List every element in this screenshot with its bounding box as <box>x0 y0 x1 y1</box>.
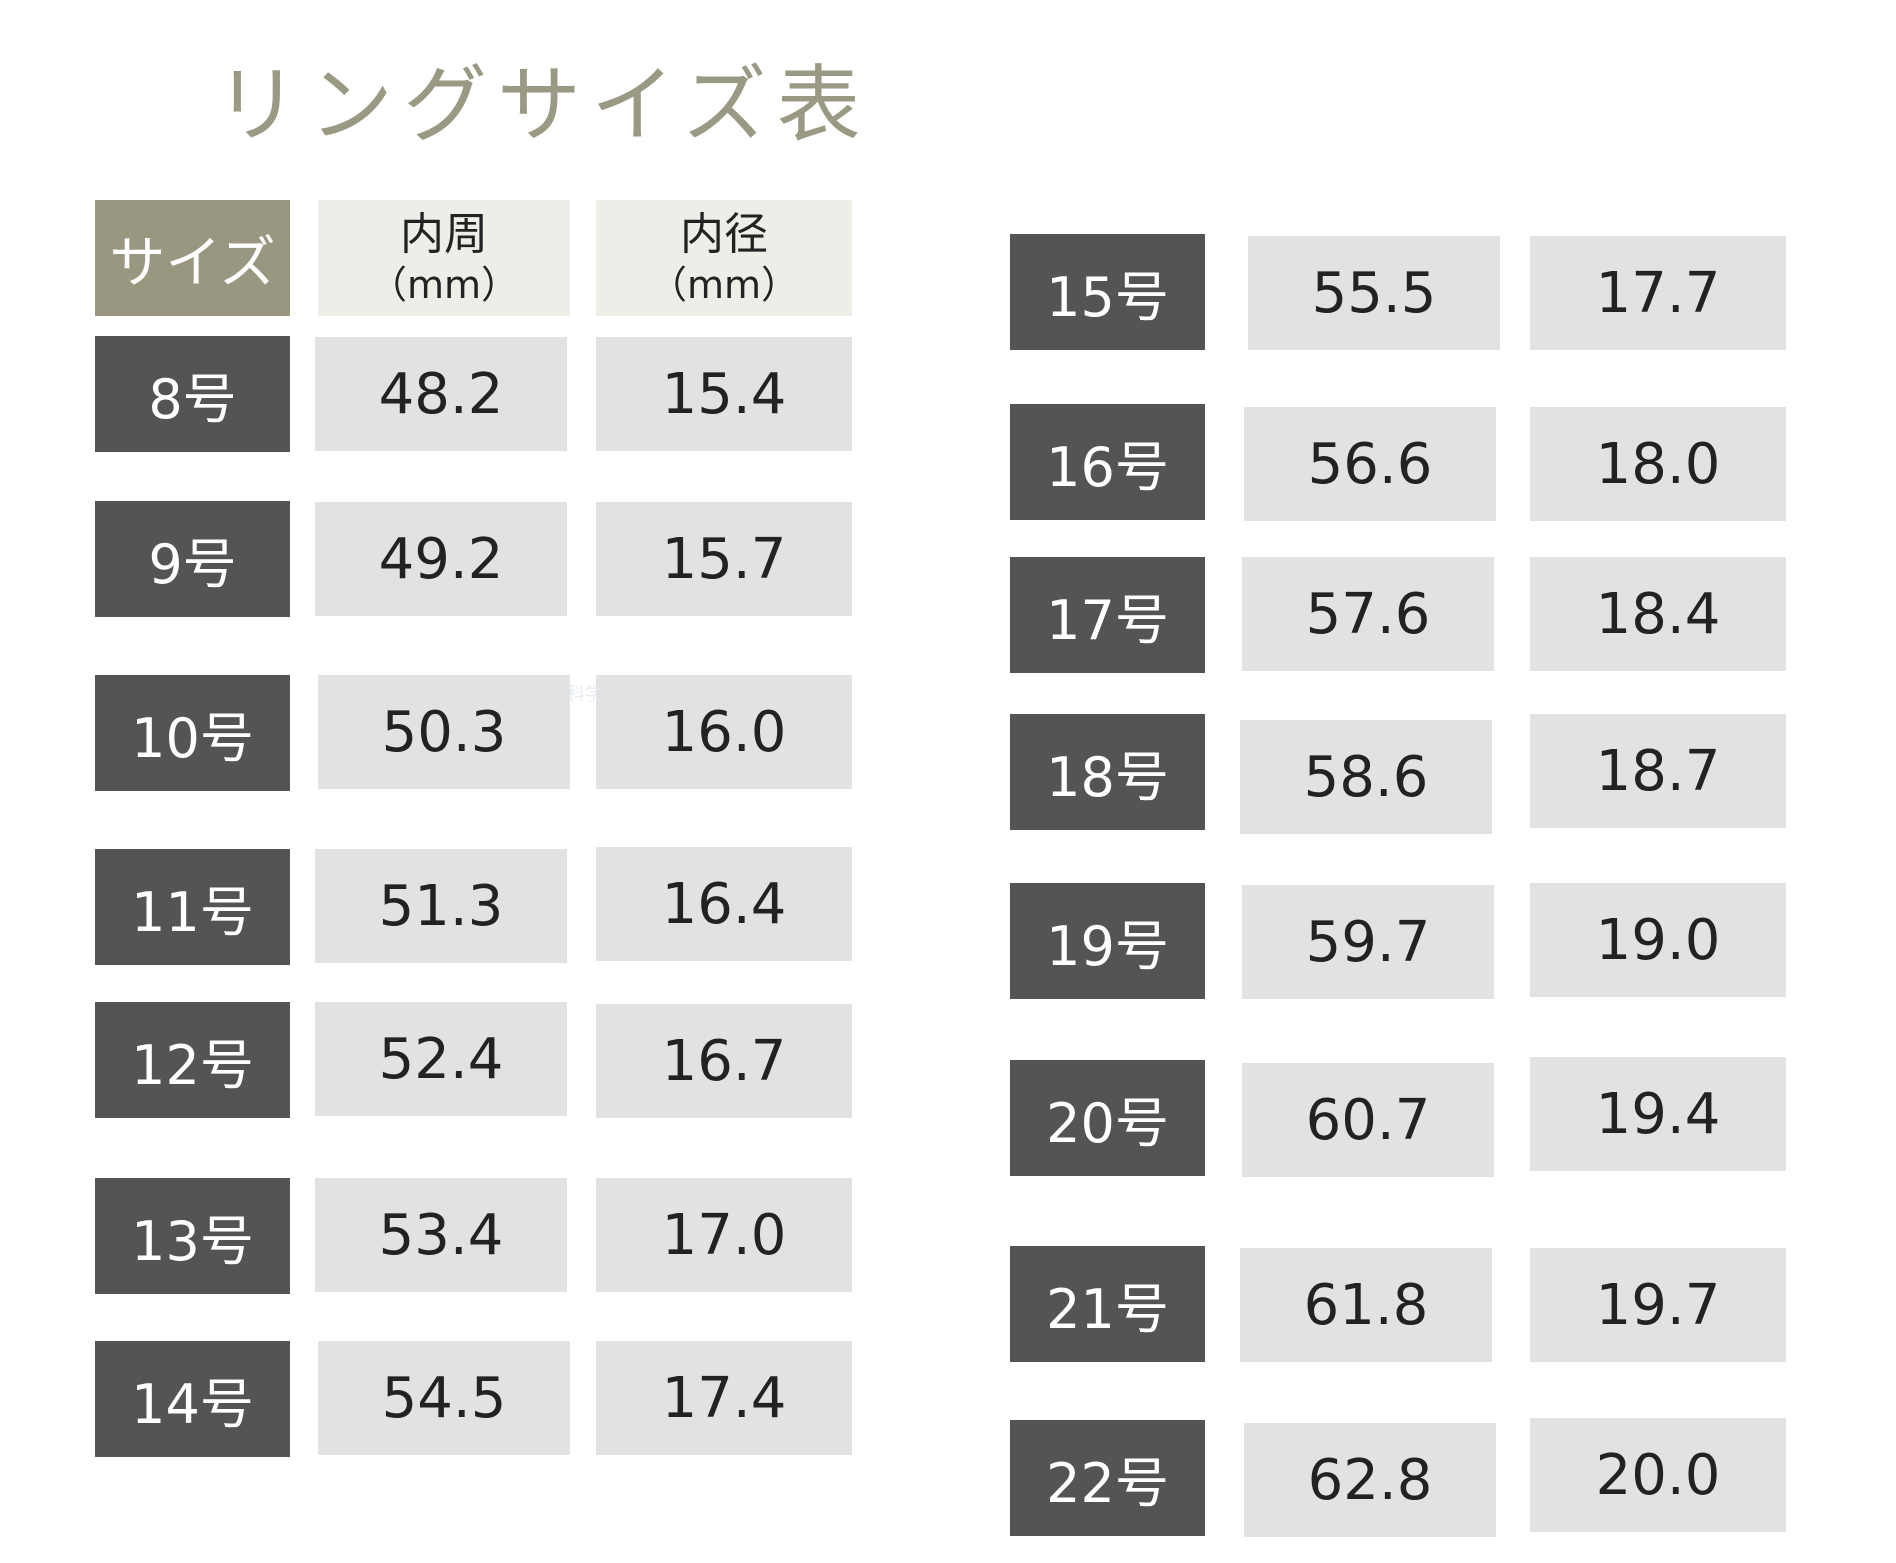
circumference-column-header: 内周 （mm） <box>318 200 570 316</box>
circumference-cell: 54.5 <box>318 1341 570 1455</box>
circumference-label: 内周 <box>400 208 488 260</box>
circumference-cell: 50.3 <box>318 675 570 789</box>
size-cell: 16号 <box>1010 404 1205 520</box>
diameter-cell: 16.4 <box>596 847 852 961</box>
diameter-cell: 18.0 <box>1530 407 1786 521</box>
size-cell: 8号 <box>95 336 290 452</box>
circumference-cell: 61.8 <box>1240 1248 1492 1362</box>
size-cell: 21号 <box>1010 1246 1205 1362</box>
diameter-cell: 18.4 <box>1530 557 1786 671</box>
circumference-cell: 55.5 <box>1248 236 1500 350</box>
diameter-cell: 17.0 <box>596 1178 852 1292</box>
circumference-cell: 57.6 <box>1242 557 1494 671</box>
diameter-cell: 15.4 <box>596 337 852 451</box>
size-cell: 10号 <box>95 675 290 791</box>
watermark: 科学 <box>567 684 603 705</box>
diameter-cell: 20.0 <box>1530 1418 1786 1532</box>
diameter-cell: 19.7 <box>1530 1248 1786 1362</box>
diameter-cell: 16.0 <box>596 675 852 789</box>
size-cell: 15号 <box>1010 234 1205 350</box>
size-cell: 12号 <box>95 1002 290 1118</box>
size-cell: 19号 <box>1010 883 1205 999</box>
size-cell: 18号 <box>1010 714 1205 830</box>
diameter-cell: 16.7 <box>596 1004 852 1118</box>
circumference-unit: （mm） <box>368 262 520 307</box>
circumference-cell: 49.2 <box>315 502 567 616</box>
circumference-cell: 48.2 <box>315 337 567 451</box>
size-cell: 13号 <box>95 1178 290 1294</box>
size-cell: 11号 <box>95 849 290 965</box>
circumference-cell: 62.8 <box>1244 1423 1496 1537</box>
circumference-cell: 59.7 <box>1242 885 1494 999</box>
diameter-cell: 17.4 <box>596 1341 852 1455</box>
diameter-cell: 18.7 <box>1530 714 1786 828</box>
size-cell: 20号 <box>1010 1060 1205 1176</box>
circumference-cell: 58.6 <box>1240 720 1492 834</box>
circumference-cell: 53.4 <box>315 1178 567 1292</box>
diameter-cell: 15.7 <box>596 502 852 616</box>
circumference-cell: 52.4 <box>315 1002 567 1116</box>
diameter-unit: （mm） <box>648 262 800 307</box>
size-cell: 9号 <box>95 501 290 617</box>
page-title: リングサイズ表 <box>215 56 871 154</box>
diameter-cell: 19.0 <box>1530 883 1786 997</box>
diameter-column-header: 内径 （mm） <box>596 200 852 316</box>
diameter-label: 内径 <box>680 208 768 260</box>
circumference-cell: 60.7 <box>1242 1063 1494 1177</box>
diameter-cell: 19.4 <box>1530 1057 1786 1171</box>
size-cell: 17号 <box>1010 557 1205 673</box>
circumference-cell: 56.6 <box>1244 407 1496 521</box>
diameter-cell: 17.7 <box>1530 236 1786 350</box>
size-cell: 14号 <box>95 1341 290 1457</box>
size-column-header: サイズ <box>95 200 290 316</box>
size-cell: 22号 <box>1010 1420 1205 1536</box>
circumference-cell: 51.3 <box>315 849 567 963</box>
